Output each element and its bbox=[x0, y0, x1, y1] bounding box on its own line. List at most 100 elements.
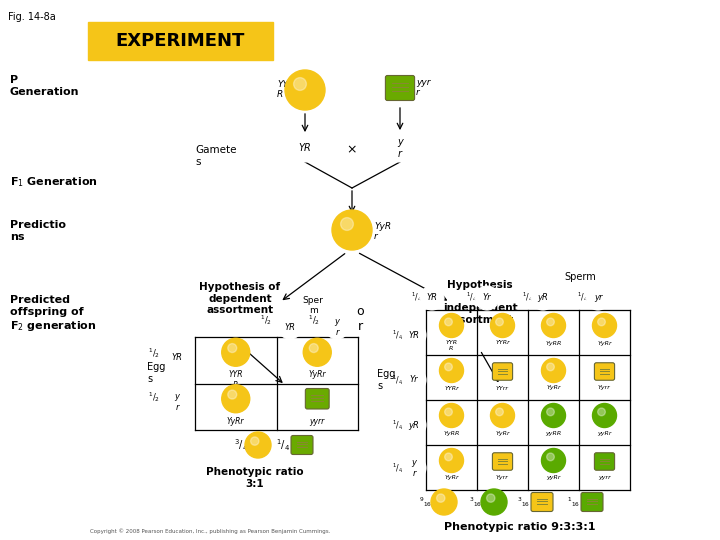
Circle shape bbox=[402, 456, 426, 480]
Text: o
r: o r bbox=[356, 305, 364, 333]
Circle shape bbox=[445, 453, 452, 461]
Circle shape bbox=[541, 359, 565, 382]
Text: $^1$/$_2$: $^1$/$_2$ bbox=[260, 313, 272, 327]
Text: yr: yr bbox=[594, 294, 602, 302]
Circle shape bbox=[402, 368, 426, 392]
Circle shape bbox=[475, 286, 499, 310]
Text: Phenotypic ratio 9:3:3:1: Phenotypic ratio 9:3:3:1 bbox=[444, 522, 595, 532]
Circle shape bbox=[310, 343, 318, 353]
Circle shape bbox=[586, 286, 610, 310]
Text: Hypothesis of
dependent
assortment: Hypothesis of dependent assortment bbox=[199, 282, 281, 315]
Text: YYRr: YYRr bbox=[444, 386, 459, 390]
Text: $^9$$_{16}$: $^9$$_{16}$ bbox=[419, 495, 432, 509]
Text: $^1$/$_4$: $^1$/$_4$ bbox=[392, 328, 403, 342]
Text: $^1$/$_4$: $^1$/$_4$ bbox=[521, 290, 533, 304]
Text: Phenotypic ratio
3:1: Phenotypic ratio 3:1 bbox=[206, 467, 304, 489]
Text: $^1$/$_4$: $^1$/$_4$ bbox=[410, 290, 422, 304]
Text: yyrr: yyrr bbox=[310, 417, 325, 426]
Text: EXPERIMENT: EXPERIMENT bbox=[115, 32, 245, 50]
Circle shape bbox=[291, 134, 319, 162]
Text: $^1$/$_2$: $^1$/$_2$ bbox=[308, 313, 320, 327]
Text: y
r: y r bbox=[335, 318, 340, 337]
Circle shape bbox=[439, 403, 464, 428]
Circle shape bbox=[222, 384, 250, 413]
Circle shape bbox=[439, 449, 464, 472]
Text: ×: × bbox=[347, 144, 357, 157]
Circle shape bbox=[546, 408, 554, 416]
Text: $^1$/$_4$: $^1$/$_4$ bbox=[466, 290, 477, 304]
Text: $^1$/$_2$: $^1$/$_2$ bbox=[148, 390, 160, 404]
Text: $^1$$_{16}$: $^1$$_{16}$ bbox=[567, 495, 580, 509]
Circle shape bbox=[495, 318, 503, 326]
Text: YyR
r: YyR r bbox=[374, 222, 391, 241]
Text: YR: YR bbox=[171, 354, 182, 362]
FancyBboxPatch shape bbox=[492, 453, 513, 470]
Text: Egg
s: Egg s bbox=[377, 369, 395, 391]
Text: F$_1$ Generation: F$_1$ Generation bbox=[10, 175, 98, 189]
Circle shape bbox=[546, 453, 554, 461]
Text: y
r: y r bbox=[412, 458, 416, 478]
Text: yyRR: yyRR bbox=[545, 430, 562, 435]
FancyBboxPatch shape bbox=[305, 388, 329, 409]
Circle shape bbox=[165, 390, 189, 414]
Circle shape bbox=[439, 359, 464, 382]
Text: Sper
m: Sper m bbox=[302, 295, 323, 315]
Circle shape bbox=[531, 286, 555, 310]
Text: $^1$/$_4$: $^1$/$_4$ bbox=[392, 461, 403, 475]
Circle shape bbox=[436, 494, 445, 502]
Text: YYR
R: YYR R bbox=[446, 341, 458, 352]
Circle shape bbox=[325, 315, 349, 339]
Text: YR: YR bbox=[299, 143, 311, 153]
Text: Yyrr: Yyrr bbox=[496, 476, 509, 481]
Circle shape bbox=[439, 314, 464, 338]
Circle shape bbox=[402, 413, 426, 437]
Text: Copyright © 2008 Pearson Education, Inc., publishing as Pearson Benjamin Cumming: Copyright © 2008 Pearson Education, Inc.… bbox=[90, 528, 330, 534]
Text: $^1$/$_4$: $^1$/$_4$ bbox=[392, 418, 403, 432]
FancyBboxPatch shape bbox=[531, 492, 553, 511]
Circle shape bbox=[598, 318, 606, 326]
FancyBboxPatch shape bbox=[595, 453, 615, 470]
Circle shape bbox=[303, 338, 331, 366]
Circle shape bbox=[541, 403, 565, 428]
Text: $^3$$_{16}$: $^3$$_{16}$ bbox=[469, 495, 482, 509]
Text: Egg
s: Egg s bbox=[147, 362, 166, 383]
Text: $^3$$_{16}$: $^3$$_{16}$ bbox=[517, 495, 530, 509]
Text: YyRR: YyRR bbox=[545, 341, 562, 346]
Circle shape bbox=[593, 403, 616, 428]
Circle shape bbox=[490, 314, 515, 338]
FancyBboxPatch shape bbox=[492, 363, 513, 380]
Text: YYR
R: YYR R bbox=[277, 80, 294, 99]
Circle shape bbox=[332, 210, 372, 250]
Text: Fig. 14-8a: Fig. 14-8a bbox=[8, 12, 55, 22]
Text: YR: YR bbox=[284, 322, 295, 332]
Text: yR: yR bbox=[408, 421, 420, 429]
Text: YyRr: YyRr bbox=[546, 386, 561, 390]
Circle shape bbox=[294, 78, 307, 90]
Text: $^1$/$_2$: $^1$/$_2$ bbox=[148, 346, 160, 360]
Text: YyRr: YyRr bbox=[444, 476, 459, 481]
Text: YyRR: YyRR bbox=[444, 430, 459, 435]
Circle shape bbox=[245, 432, 271, 458]
Text: YYrr: YYrr bbox=[496, 386, 509, 390]
Circle shape bbox=[420, 286, 444, 310]
Text: y
r: y r bbox=[397, 137, 403, 159]
Text: Hypothesis
of
independent
assortment: Hypothesis of independent assortment bbox=[443, 280, 517, 325]
Circle shape bbox=[445, 318, 452, 326]
Circle shape bbox=[541, 449, 565, 472]
Circle shape bbox=[251, 437, 259, 445]
Text: YYRr: YYRr bbox=[495, 341, 510, 346]
Text: $^1$/$_4$: $^1$/$_4$ bbox=[276, 437, 290, 453]
Circle shape bbox=[222, 338, 250, 366]
Text: $^3$/$_4$: $^3$/$_4$ bbox=[234, 437, 248, 453]
Text: Yr: Yr bbox=[482, 294, 491, 302]
Text: yyRr: yyRr bbox=[546, 476, 561, 481]
Text: y
r: y r bbox=[174, 392, 179, 411]
Circle shape bbox=[445, 408, 452, 416]
FancyBboxPatch shape bbox=[595, 363, 615, 380]
FancyBboxPatch shape bbox=[581, 492, 603, 511]
Circle shape bbox=[598, 408, 606, 416]
Text: $^1$/$_4$: $^1$/$_4$ bbox=[577, 290, 588, 304]
Circle shape bbox=[546, 318, 554, 326]
Text: Predictio
ns: Predictio ns bbox=[10, 220, 66, 241]
Circle shape bbox=[402, 323, 426, 347]
